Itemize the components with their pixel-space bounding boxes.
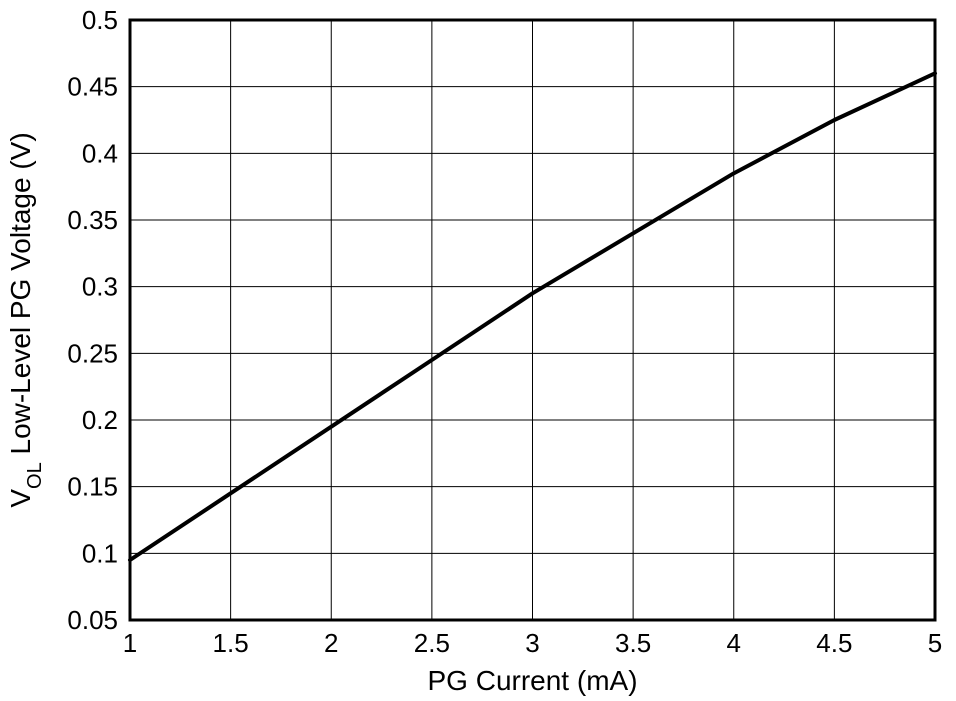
x-axis-label: PG Current (mA) xyxy=(427,665,637,696)
x-tick-label: 3 xyxy=(525,628,539,658)
y-tick-label: 0.45 xyxy=(67,72,118,102)
y-tick-label: 0.4 xyxy=(82,138,118,168)
line-chart: 1 1.5 2 2.5 3 3.5 4 4.5 5 0.05 0.1 0.15 0.2 0.25 0.3 0.… xyxy=(0,0,956,701)
y-tick-label: 0.05 xyxy=(67,605,118,635)
y-tick-label: 0.35 xyxy=(67,205,118,235)
x-tick-label: 1 xyxy=(123,628,137,658)
x-tick-label: 2 xyxy=(324,628,338,658)
x-tick-label: 4.5 xyxy=(816,628,852,658)
y-tick-label: 0.5 xyxy=(82,5,118,35)
y-tick-label: 0.1 xyxy=(82,538,118,568)
x-tick-label: 4 xyxy=(727,628,741,658)
y-tick-label: 0.2 xyxy=(82,405,118,435)
y-tick-label: 0.15 xyxy=(67,472,118,502)
y-tick-label: 0.25 xyxy=(67,338,118,368)
y-tick-label: 0.3 xyxy=(82,272,118,302)
chart-container: 1 1.5 2 2.5 3 3.5 4 4.5 5 0.05 0.1 0.15 0.2 0.25 0.3 0.… xyxy=(0,0,956,701)
x-tick-label: 5 xyxy=(928,628,942,658)
x-tick-label: 1.5 xyxy=(213,628,249,658)
x-tick-label: 2.5 xyxy=(414,628,450,658)
x-tick-label: 3.5 xyxy=(615,628,651,658)
